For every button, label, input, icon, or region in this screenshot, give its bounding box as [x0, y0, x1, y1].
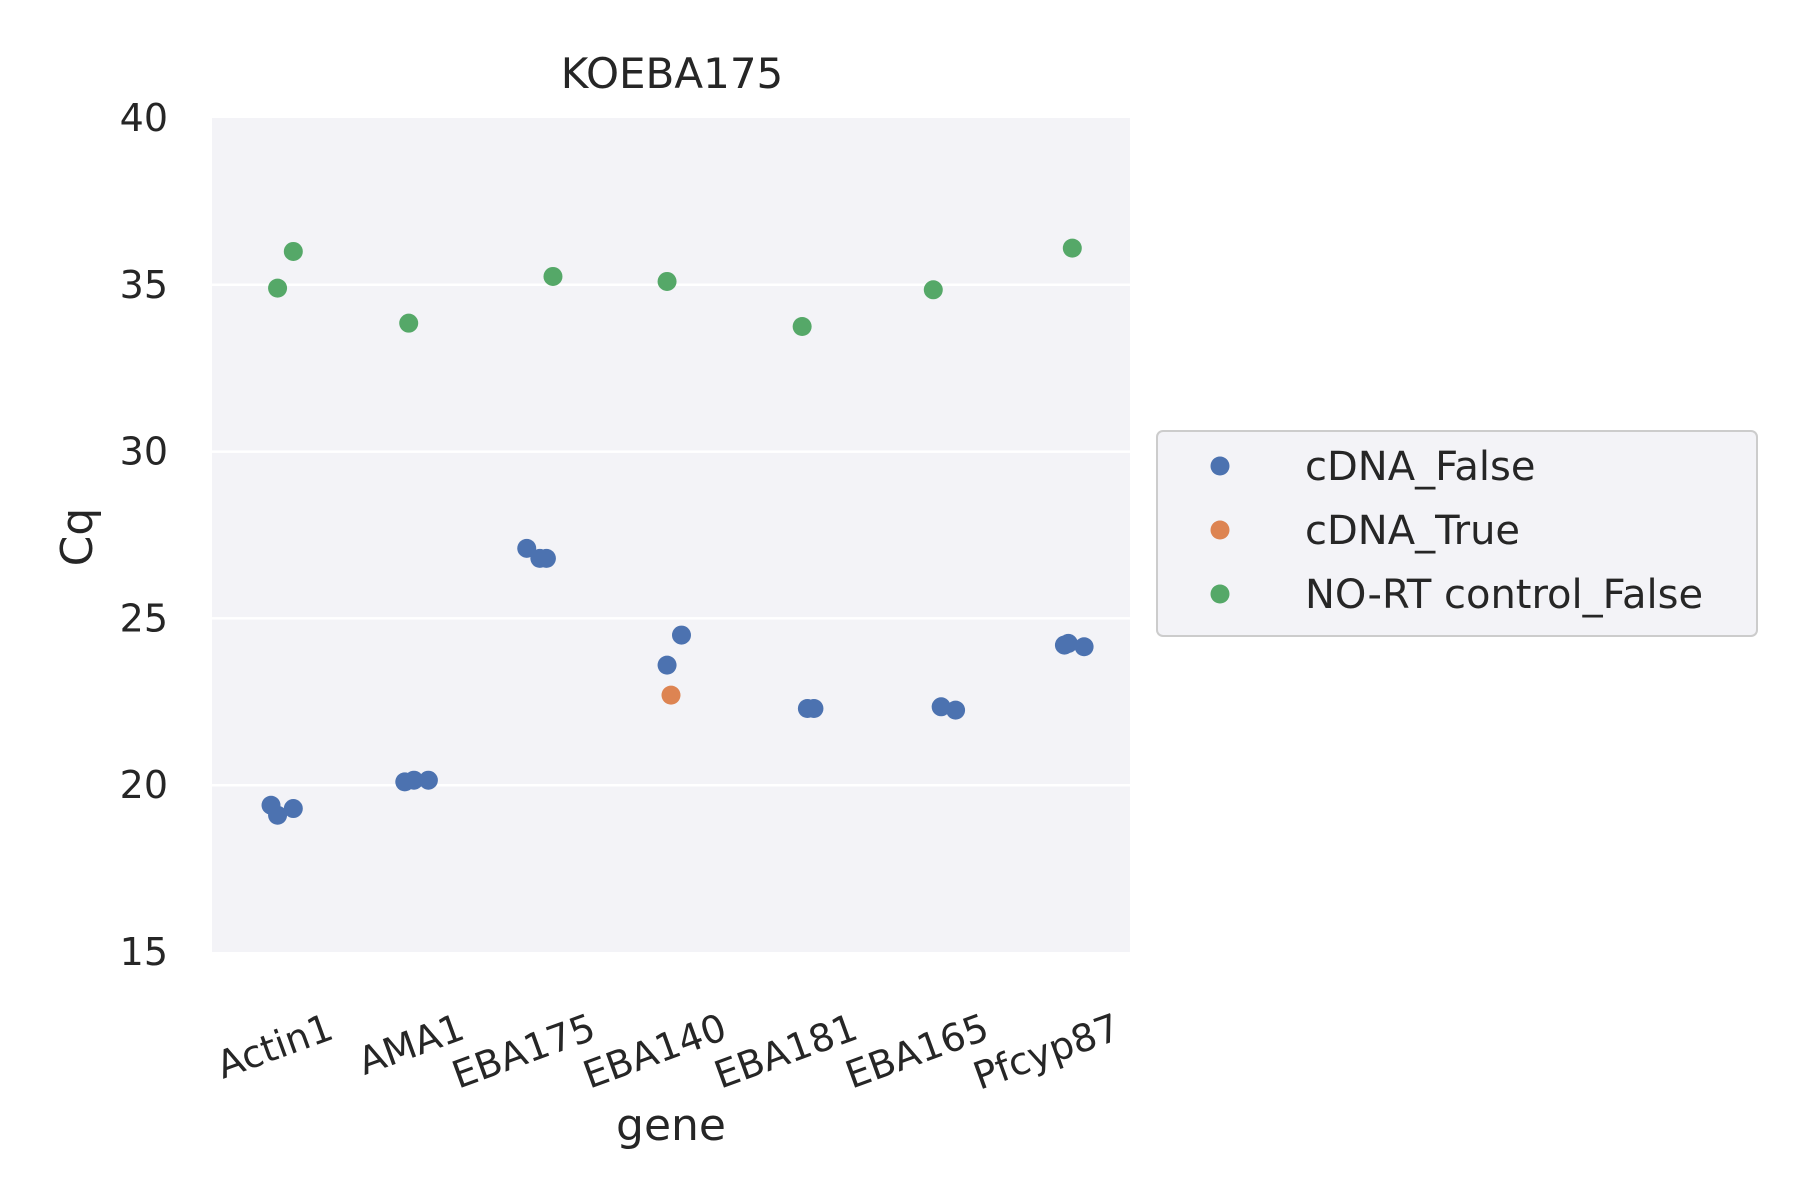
data-point	[1062, 238, 1082, 258]
legend: cDNA_False cDNA_True NO-RT control_False	[1156, 430, 1758, 637]
plot-area	[212, 118, 1130, 952]
y-axis-label: Cq	[52, 508, 103, 567]
data-point	[804, 698, 824, 718]
y-tick-labels: 15 20 25 30 35 40	[120, 96, 168, 974]
data-point	[657, 655, 677, 675]
y-tick-label: 20	[120, 763, 168, 807]
y-tick-label: 35	[120, 263, 168, 307]
data-point	[404, 770, 424, 790]
data-point	[268, 805, 288, 825]
data-point	[931, 697, 951, 717]
x-tick-label: EBA165	[840, 1005, 995, 1097]
data-point	[517, 538, 537, 558]
x-tick-label: EBA175	[446, 1005, 601, 1097]
legend-marker	[1210, 584, 1230, 604]
x-axis-label: gene	[616, 1100, 726, 1151]
x-tick-label: Actin1	[211, 1005, 339, 1087]
data-point	[946, 700, 966, 720]
data-point	[268, 278, 288, 298]
y-tick-label: 30	[120, 430, 168, 474]
legend-label: cDNA_True	[1305, 508, 1520, 554]
y-tick-label: 25	[120, 596, 168, 640]
data-point	[283, 241, 303, 261]
chart-title: KOEBA175	[561, 49, 784, 98]
data-point	[1058, 633, 1078, 653]
data-point	[418, 770, 438, 790]
data-point	[657, 271, 677, 291]
legend-marker	[1210, 456, 1230, 476]
x-tick-label: EBA181	[709, 1005, 864, 1097]
data-point	[671, 625, 691, 645]
legend-label: NO-RT control_False	[1305, 572, 1703, 618]
legend-box	[1156, 430, 1758, 637]
x-tick-label: Pfcyp87	[967, 1005, 1125, 1098]
y-tick-label: 15	[120, 930, 168, 974]
legend-label: cDNA_False	[1305, 444, 1536, 490]
data-point	[792, 317, 812, 336]
data-point	[543, 266, 563, 286]
data-point	[399, 313, 419, 333]
data-point	[1074, 637, 1094, 657]
x-tick-labels: Actin1 AMA1EBA175EBA140EBA181EBA165Pfcyp8…	[211, 1005, 1126, 1098]
x-tick-label: EBA140	[577, 1005, 732, 1097]
data-point	[661, 685, 681, 705]
data-point	[283, 799, 303, 819]
data-point	[923, 280, 943, 300]
data-point	[536, 548, 556, 568]
legend-marker	[1210, 520, 1230, 540]
data-points	[261, 238, 1094, 825]
y-tick-label: 40	[120, 96, 168, 140]
